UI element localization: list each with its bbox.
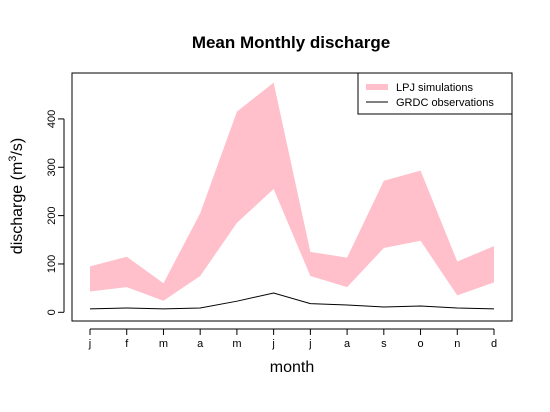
x-tick-label: m	[159, 338, 168, 350]
y-tick-label: 100	[46, 255, 58, 273]
x-tick-label: m	[232, 338, 241, 350]
x-axis-title: month	[270, 359, 314, 376]
x-tick-label: o	[417, 338, 423, 350]
x-tick-label: a	[344, 338, 351, 350]
series-line-1	[89, 292, 495, 310]
legend: LPJ simulations GRDC observations	[357, 72, 513, 115]
plot-area	[89, 82, 495, 310]
legend-label: LPJ simulations	[396, 82, 474, 94]
legend-box	[357, 72, 513, 115]
chart-title: Mean Monthly discharge	[192, 33, 390, 52]
x-tick-label: j	[308, 338, 311, 350]
x-tick-label: s	[381, 338, 387, 350]
axes: 0 100 200 300 400 j f m a m j j a s o n d	[46, 110, 497, 350]
plot-frame	[71, 72, 513, 322]
legend-label: GRDC observations	[396, 97, 494, 109]
x-tick-label: f	[125, 338, 129, 350]
y-tick-label: 300	[46, 158, 58, 176]
x-tick-label: n	[454, 338, 460, 350]
y-axis-title: discharge (m3/s)	[7, 138, 26, 254]
series-band-0	[90, 82, 494, 301]
x-tick-label: j	[271, 338, 274, 350]
x-tick-label: j	[88, 338, 91, 350]
y-tick-label: 0	[46, 309, 58, 315]
y-tick-label: 200	[46, 206, 58, 224]
y-tick-label: 400	[46, 110, 58, 128]
x-tick-label: d	[491, 338, 497, 350]
x-tick-label: a	[197, 338, 204, 350]
